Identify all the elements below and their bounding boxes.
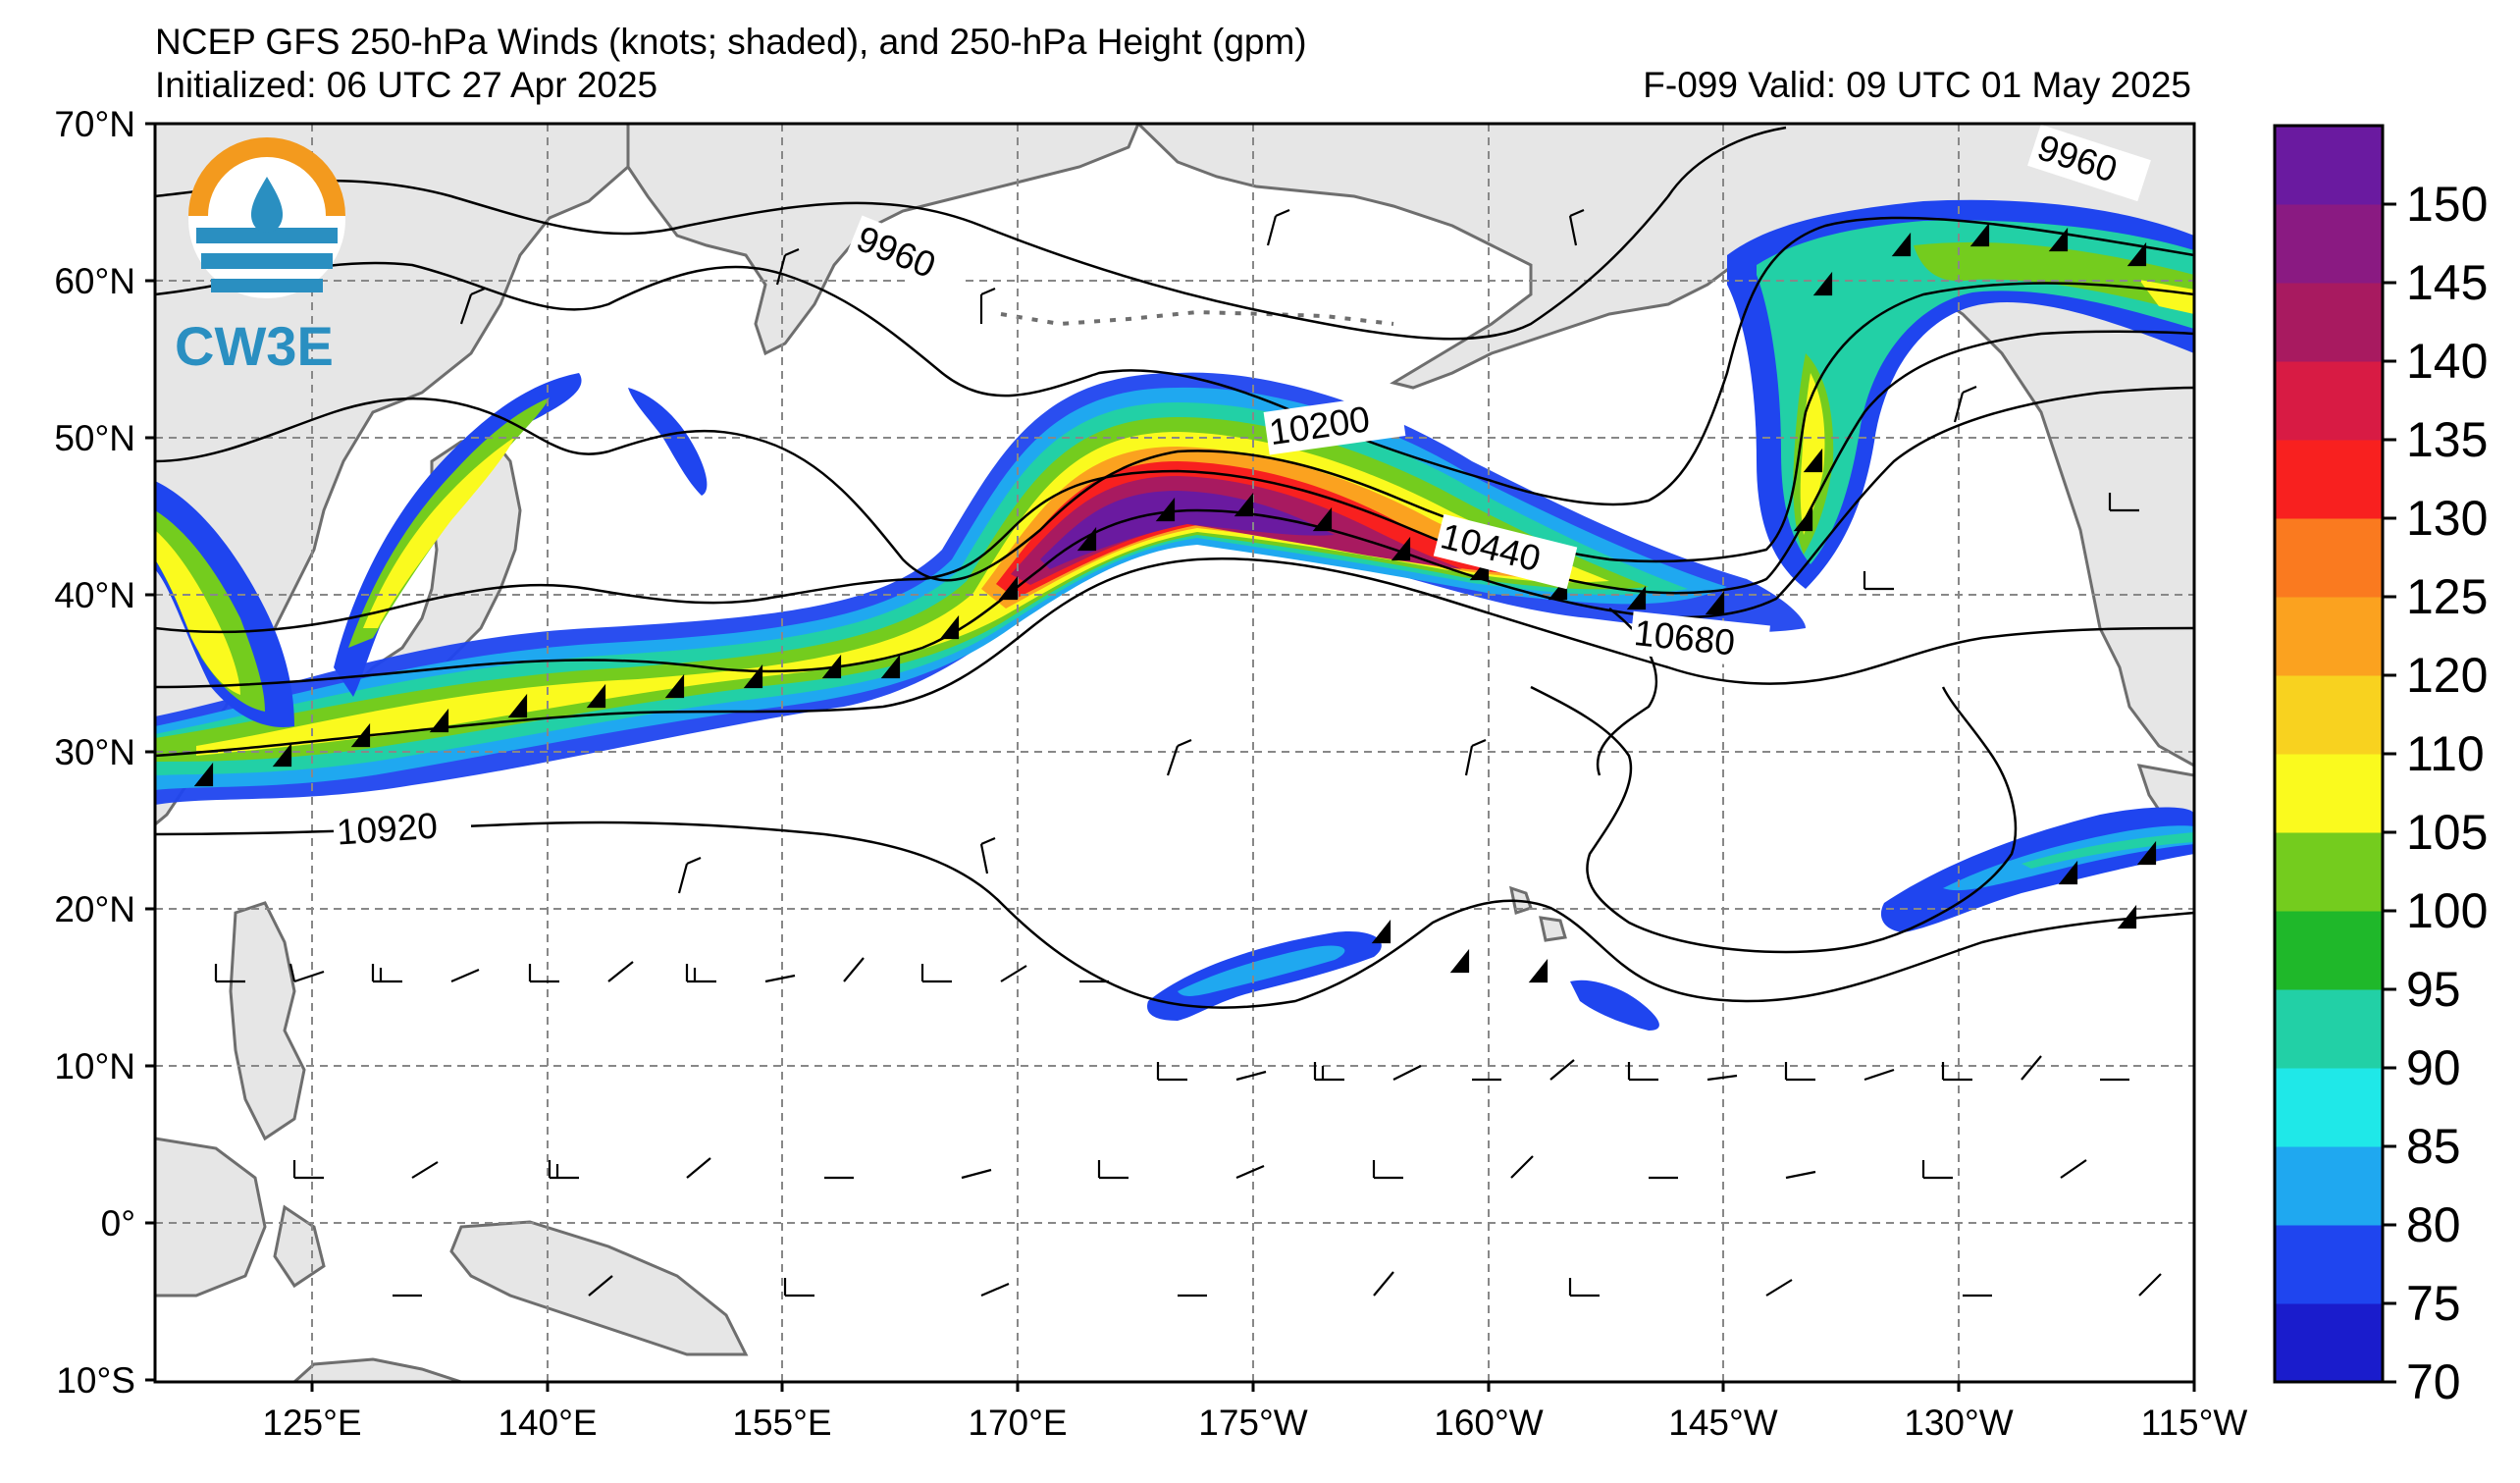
lon-label-140e: 140°E bbox=[498, 1403, 597, 1443]
colorbar-band bbox=[2275, 204, 2383, 284]
cw3e-logo: CW3E bbox=[175, 137, 345, 377]
colorbar-band bbox=[2275, 1068, 2383, 1147]
logo-drop-icon bbox=[250, 177, 284, 233]
lat-label-10s: 10°S bbox=[56, 1360, 135, 1401]
lat-label-50n: 50°N bbox=[54, 418, 135, 458]
contour-label-10920: 10920 bbox=[336, 806, 440, 853]
lat-label-0: 0° bbox=[101, 1203, 135, 1244]
colorbar-tick-label: 110 bbox=[2406, 726, 2485, 781]
colorbar: 150 145 140 135 130 125 120 110 105 100 95 90 85 80 75… bbox=[2273, 124, 2488, 1409]
lon-axis: 125°E 140°E 155°E 170°E 175°W 160°W 145°… bbox=[262, 1382, 2247, 1443]
colorbar-band bbox=[2275, 361, 2383, 441]
valid-time: F-099 Valid: 09 UTC 01 May 2025 bbox=[1643, 65, 2191, 105]
height-contours bbox=[155, 126, 2194, 1009]
colorbar-tick-label: 90 bbox=[2406, 1040, 2461, 1095]
colorbar-tick-label: 130 bbox=[2406, 491, 2488, 546]
colorbar-band bbox=[2275, 597, 2383, 676]
lon-label-125e: 125°E bbox=[262, 1403, 361, 1443]
colorbar-tick-label: 125 bbox=[2406, 569, 2488, 624]
colorbar-band bbox=[2275, 283, 2383, 362]
colorbar-band bbox=[2275, 989, 2383, 1069]
colorbar-tick-label: 85 bbox=[2406, 1119, 2461, 1174]
lon-label-170e: 170°E bbox=[968, 1403, 1067, 1443]
lat-label-40n: 40°N bbox=[54, 575, 135, 615]
colorbar-band bbox=[2275, 1303, 2383, 1383]
lon-label-115w: 115°W bbox=[2141, 1403, 2248, 1443]
lon-label-155e: 155°E bbox=[732, 1403, 831, 1443]
colorbar-tick-label: 105 bbox=[2406, 805, 2488, 860]
colorbar-tick-label: 95 bbox=[2406, 962, 2461, 1017]
init-time: Initialized: 06 UTC 27 Apr 2025 bbox=[155, 65, 658, 105]
land-philippines bbox=[229, 901, 306, 1141]
logo-waves bbox=[196, 228, 338, 292]
land-australia bbox=[291, 1357, 462, 1382]
land-siberia bbox=[626, 124, 1140, 356]
colorbar-tick-label: 75 bbox=[2406, 1276, 2461, 1331]
lon-label-145w: 145°W bbox=[1668, 1403, 1778, 1443]
colorbar-band bbox=[2275, 518, 2383, 598]
colorbar-band bbox=[2275, 1146, 2383, 1226]
lat-label-30n: 30°N bbox=[54, 732, 135, 772]
colorbar-band bbox=[2275, 911, 2383, 990]
logo-text: CW3E bbox=[175, 315, 334, 377]
map-title: NCEP GFS 250-hPa Winds (knots; shaded), … bbox=[155, 22, 1307, 62]
lat-label-10n: 10°N bbox=[54, 1046, 135, 1086]
colorbar-band bbox=[2275, 675, 2383, 755]
lon-label-160w: 160°W bbox=[1434, 1403, 1544, 1443]
colorbar-tick-label: 140 bbox=[2406, 334, 2488, 389]
colorbar-tick-label: 135 bbox=[2406, 412, 2488, 467]
colorbar-band bbox=[2275, 440, 2383, 519]
lat-label-60n: 60°N bbox=[54, 261, 135, 301]
lat-axis: 70°N 60°N 50°N 40°N 30°N 20°N 10°N 0° 10… bbox=[54, 104, 155, 1401]
colorbar-band bbox=[2275, 126, 2383, 205]
lat-label-20n: 20°N bbox=[54, 889, 135, 929]
colorbar-tick-label: 150 bbox=[2406, 177, 2488, 232]
colorbar-tick-label: 120 bbox=[2406, 648, 2488, 703]
colorbar-band bbox=[2275, 832, 2383, 912]
lon-label-130w: 130°W bbox=[1904, 1403, 2014, 1443]
colorbar-tick-label: 100 bbox=[2406, 883, 2488, 938]
logo-sun-arc bbox=[188, 137, 345, 216]
colorbar-band bbox=[2275, 754, 2383, 833]
colorbar-tick-label: 70 bbox=[2406, 1354, 2461, 1409]
contour-label-group: 9960 9960 10200 10440 10680 10920 bbox=[332, 124, 2151, 855]
colorbar-band bbox=[2275, 1225, 2383, 1304]
colorbar-tick-label: 145 bbox=[2406, 255, 2488, 310]
colorbar-tick-label: 80 bbox=[2406, 1197, 2461, 1252]
lon-label-175w: 175°W bbox=[1198, 1403, 1308, 1443]
lat-label-70n: 70°N bbox=[54, 104, 135, 144]
